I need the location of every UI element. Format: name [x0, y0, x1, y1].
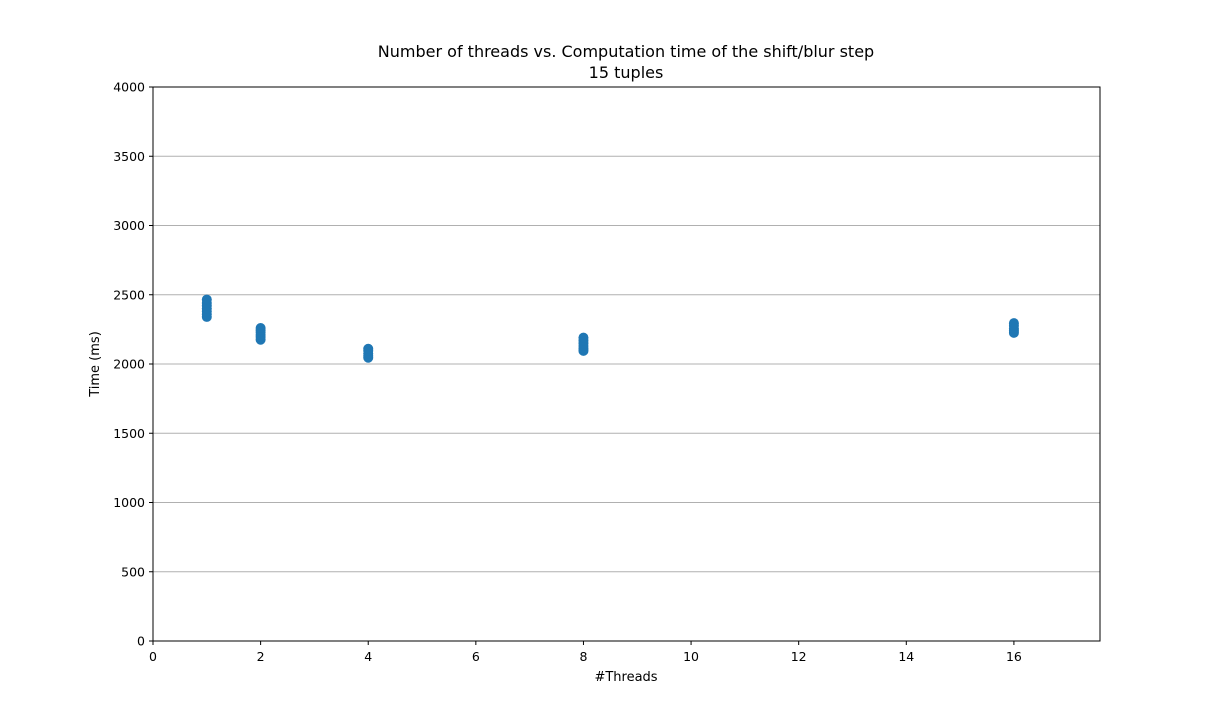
x-tick-label: 0 [149, 649, 157, 664]
y-axis-ticks: 0 500 1000 1500 2000 2500 3000 3500 4000 [113, 80, 153, 649]
x-tick-label: 12 [791, 649, 807, 664]
data-point [255, 322, 266, 333]
x-tick-label: 16 [1006, 649, 1022, 664]
x-axis-ticks: 0 2 4 6 8 10 12 14 16 [149, 641, 1022, 664]
x-tick-label: 8 [579, 649, 587, 664]
x-tick-label: 4 [364, 649, 372, 664]
data-point [578, 332, 589, 343]
y-tick-label: 4000 [113, 80, 145, 95]
data-point [201, 294, 212, 305]
x-tick-label: 14 [898, 649, 914, 664]
chart-subtitle: 15 tuples [589, 63, 664, 82]
y-tick-label: 1000 [113, 495, 145, 510]
y-tick-label: 1500 [113, 426, 145, 441]
chart-title: Number of threads vs. Computation time o… [378, 42, 874, 61]
x-tick-label: 10 [683, 649, 699, 664]
x-axis-label: #Threads [594, 670, 657, 685]
x-tick-label: 6 [472, 649, 480, 664]
data-points [201, 294, 1019, 363]
y-tick-label: 2000 [113, 357, 145, 372]
y-tick-label: 0 [137, 634, 145, 649]
data-point [363, 343, 374, 354]
gridlines [153, 155, 1100, 573]
y-tick-label: 500 [121, 564, 145, 579]
y-tick-label: 3000 [113, 218, 145, 233]
y-tick-label: 2500 [113, 287, 145, 302]
y-axis-label: Time (ms) [88, 331, 103, 398]
x-tick-label: 2 [257, 649, 265, 664]
y-tick-label: 3500 [113, 149, 145, 164]
data-point [1008, 318, 1019, 329]
